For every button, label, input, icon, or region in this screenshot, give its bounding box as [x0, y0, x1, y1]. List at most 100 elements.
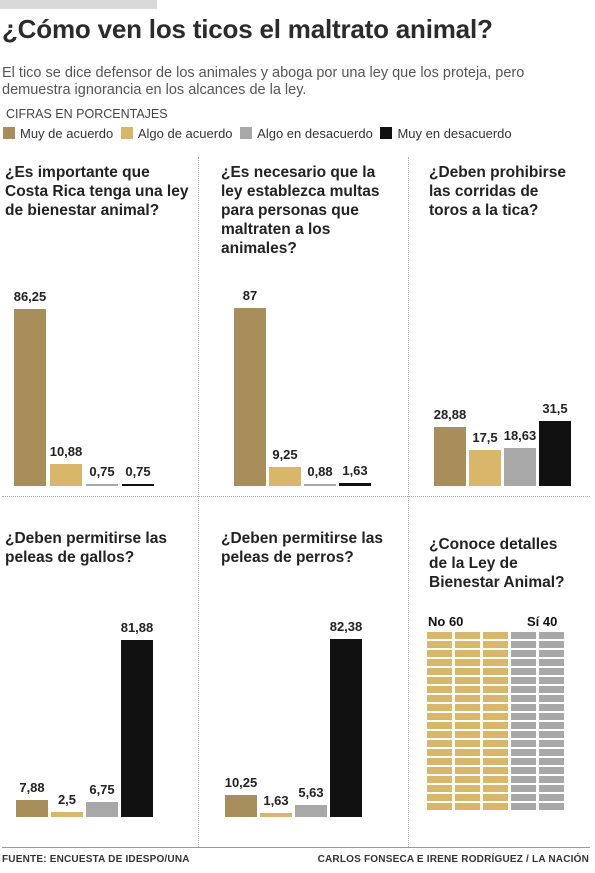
waffle-cell-no	[483, 713, 508, 720]
waffle-cell-si	[539, 776, 564, 783]
waffle-cell-si	[539, 650, 564, 657]
question-gallos: ¿Deben permitirse las peleas de gallos?	[5, 530, 167, 566]
bar-bienestar-muy-de-acuerdo	[14, 309, 46, 486]
waffle-cell-no	[455, 668, 480, 675]
value-label-multas-muy-en-desacuerdo: 1,63	[342, 462, 368, 478]
waffle-cell-no	[427, 695, 452, 702]
waffle-cell-no	[483, 794, 508, 801]
waffle-grid	[427, 632, 565, 810]
waffle-cell-si	[539, 632, 564, 639]
waffle-cell-no	[483, 641, 508, 648]
legend-label: Algo de acuerdo	[137, 126, 233, 141]
waffle-cell-si	[511, 668, 536, 675]
waffle-cell-si	[539, 722, 564, 729]
legend-swatch	[3, 127, 15, 139]
value-label-bienestar-muy-en-desacuerdo: 0,75	[125, 464, 151, 479]
bar-perros-algo-en-desacuerdo	[295, 804, 327, 817]
waffle-cell-si	[539, 758, 564, 765]
column-divider	[198, 157, 199, 847]
waffle-cell-no	[483, 803, 508, 810]
bar-perros-muy-de-acuerdo	[225, 794, 257, 817]
waffle-cell-no	[427, 677, 452, 684]
bar-toros-muy-de-acuerdo	[434, 426, 466, 486]
bar-multas-algo-en-desacuerdo	[304, 484, 336, 486]
value-label-gallos-algo-de-acuerdo: 2,5	[57, 791, 77, 807]
waffle-cell-no	[483, 704, 508, 711]
legend-item-algo-en-desacuerdo: Algo en desacuerdo	[240, 126, 373, 141]
waffle-cell-si	[539, 713, 564, 720]
waffle-cell-no	[455, 794, 480, 801]
waffle-cell-no	[483, 659, 508, 666]
legend-label: Muy en desacuerdo	[397, 126, 512, 141]
value-label-toros-muy-en-desacuerdo: 31,5	[542, 401, 568, 417]
value-label-gallos-muy-de-acuerdo: 7,88	[19, 779, 45, 795]
value-label-bienestar-algo-en-desacuerdo: 0,75	[89, 464, 115, 479]
waffle-cell-no	[455, 767, 480, 774]
waffle-cell-si	[539, 668, 564, 675]
value-label-gallos-muy-en-desacuerdo: 81,88	[120, 620, 154, 636]
waffle-cell-no	[427, 776, 452, 783]
footer-credit: CARLOS FONSECA E IRENE RODRÍGUEZ / LA NA…	[317, 854, 589, 865]
question-toros: ¿Deben prohibirse las corridas de toros …	[429, 164, 566, 219]
legend-item-muy-en-desacuerdo: Muy en desacuerdo	[380, 126, 512, 141]
top-accent-bar	[0, 0, 157, 9]
waffle-cell-si	[511, 713, 536, 720]
waffle-cell-no	[427, 668, 452, 675]
value-label-multas-muy-de-acuerdo: 87	[242, 287, 258, 303]
waffle-cell-no	[455, 641, 480, 648]
waffle-cell-si	[539, 794, 564, 801]
waffle-cell-no	[483, 767, 508, 774]
waffle-label-si: Sí 40	[527, 614, 558, 629]
bar-gallos-algo-en-desacuerdo	[86, 802, 118, 817]
waffle-cell-si	[511, 677, 536, 684]
bar-gallos-muy-de-acuerdo	[16, 799, 48, 817]
waffle-cell-si	[539, 677, 564, 684]
waffle-cell-si	[511, 731, 536, 738]
waffle-cell-si	[511, 740, 536, 747]
waffle-cell-no	[455, 704, 480, 711]
waffle-cell-no	[455, 785, 480, 792]
waffle-cell-si	[511, 776, 536, 783]
value-label-multas-algo-en-desacuerdo: 0,88	[307, 464, 333, 479]
waffle-cell-si	[511, 794, 536, 801]
waffle-cell-si	[511, 722, 536, 729]
question-perros: ¿Deben permitirse las peleas de perros?	[221, 530, 383, 566]
waffle-cell-no	[483, 650, 508, 657]
bar-gallos-algo-de-acuerdo	[51, 811, 83, 817]
waffle-cell-no	[455, 686, 480, 693]
legend-swatch	[240, 127, 253, 139]
waffle-cell-si	[539, 686, 564, 693]
waffle-cell-no	[427, 632, 452, 639]
bar-toros-algo-en-desacuerdo	[504, 447, 536, 486]
waffle-cell-no	[483, 677, 508, 684]
waffle-cell-si	[539, 749, 564, 756]
value-label-toros-muy-de-acuerdo: 28,88	[433, 406, 467, 422]
page-subtitle: El tico se dice defensor de los animales…	[2, 65, 525, 98]
footer-divider	[2, 847, 590, 848]
waffle-cell-no	[427, 659, 452, 666]
waffle-cell-si	[539, 695, 564, 702]
units-label: CIFRAS EN PORCENTAJES	[6, 107, 168, 121]
bar-multas-muy-en-desacuerdo	[339, 482, 371, 486]
bar-bienestar-algo-de-acuerdo	[50, 463, 82, 486]
waffle-cell-no	[455, 722, 480, 729]
bar-bienestar-muy-en-desacuerdo	[122, 484, 154, 486]
waffle-cell-si	[539, 803, 564, 810]
waffle-cell-no	[427, 749, 452, 756]
bar-perros-algo-de-acuerdo	[260, 813, 292, 817]
waffle-cell-no	[455, 650, 480, 657]
waffle-cell-si	[539, 740, 564, 747]
waffle-header: No 60 Sí 40	[427, 613, 565, 631]
waffle-cell-no	[427, 713, 452, 720]
waffle-cell-no	[483, 749, 508, 756]
waffle-cell-no	[483, 758, 508, 765]
legend-swatch	[380, 127, 393, 139]
waffle-chart-conoce-ley: No 60 Sí 40	[427, 613, 565, 810]
column-divider	[408, 157, 409, 847]
waffle-cell-no	[427, 650, 452, 657]
waffle-label-no: No 60	[428, 614, 464, 629]
value-label-multas-algo-de-acuerdo: 9,25	[272, 447, 298, 463]
value-label-toros-algo-de-acuerdo: 17,5	[472, 430, 498, 446]
value-label-toros-algo-en-desacuerdo: 18,63	[503, 427, 537, 443]
waffle-cell-no	[455, 695, 480, 702]
